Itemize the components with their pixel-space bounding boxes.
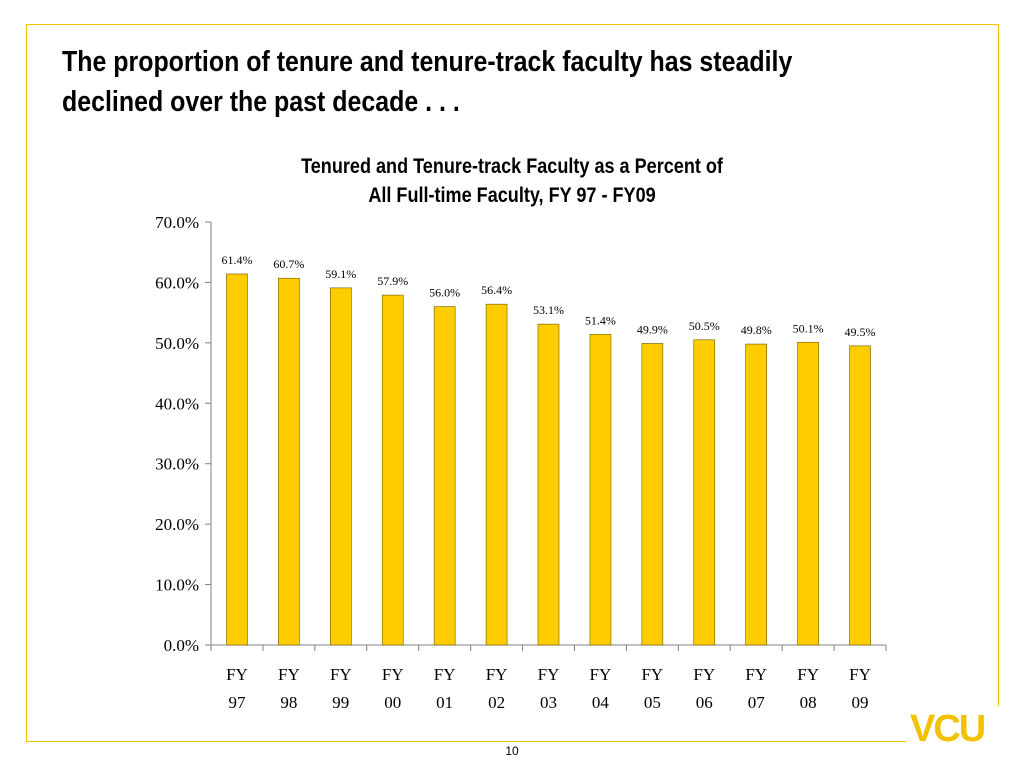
data-label: 56.0% xyxy=(429,286,460,300)
data-label: 53.1% xyxy=(533,303,564,317)
bar xyxy=(693,339,716,646)
x-category-label: FY xyxy=(641,665,663,684)
x-category-label: FY xyxy=(745,665,767,684)
x-category-label: 98 xyxy=(280,693,297,712)
x-category-label: 05 xyxy=(644,693,661,712)
x-category-label: FY xyxy=(382,665,404,684)
y-tick-label: 40.0% xyxy=(155,394,199,413)
data-label: 50.5% xyxy=(689,319,720,333)
x-category-label: FY xyxy=(538,665,560,684)
x-category-label: 02 xyxy=(488,693,505,712)
x-category-label: FY xyxy=(590,665,612,684)
bar xyxy=(745,343,767,646)
y-tick-label: 0.0% xyxy=(164,636,199,655)
slide-title: The proportion of tenure and tenure-trac… xyxy=(62,46,793,118)
chart-title: Tenured and Tenure-track Faculty as a Pe… xyxy=(301,155,723,207)
bar xyxy=(589,334,612,646)
data-label: 56.4% xyxy=(481,283,512,297)
bar xyxy=(797,341,819,646)
x-category-label: 00 xyxy=(384,693,401,712)
x-category-label: FY xyxy=(849,665,871,684)
data-label: 50.1% xyxy=(793,321,824,335)
vcu-logo: VCU xyxy=(906,706,1010,752)
y-tick-label: 30.0% xyxy=(155,455,199,474)
page-number: 10 xyxy=(505,744,519,758)
y-tick-label: 60.0% xyxy=(155,273,199,292)
x-category-label: FY xyxy=(693,665,715,684)
x-category-label: 04 xyxy=(592,693,610,712)
y-tick-label: 10.0% xyxy=(155,576,199,595)
data-label: 59.1% xyxy=(325,267,356,281)
x-category-label: 08 xyxy=(800,693,817,712)
bar xyxy=(381,294,404,646)
x-category-label: 99 xyxy=(332,693,349,712)
bar xyxy=(641,343,664,646)
x-category-label: 07 xyxy=(748,693,766,712)
y-tick-label: 20.0% xyxy=(155,515,199,534)
bar xyxy=(849,345,871,646)
bar xyxy=(278,277,300,646)
bar xyxy=(330,287,352,646)
x-category-label: 01 xyxy=(436,693,453,712)
x-category-label: FY xyxy=(434,665,456,684)
bar xyxy=(433,306,456,646)
x-category-label: FY xyxy=(330,665,352,684)
x-category-label: FY xyxy=(226,665,248,684)
data-label: 49.8% xyxy=(741,323,772,337)
data-label: 57.9% xyxy=(377,274,408,288)
x-category-label: 06 xyxy=(696,693,713,712)
y-tick-label: 70.0% xyxy=(155,213,199,232)
data-label: 49.9% xyxy=(637,322,668,336)
data-label: 60.7% xyxy=(273,257,304,271)
x-category-label: 09 xyxy=(852,693,869,712)
slide-frame xyxy=(26,24,999,742)
x-category-label: FY xyxy=(278,665,300,684)
x-category-label: 97 xyxy=(228,693,246,712)
data-label: 49.5% xyxy=(845,325,876,339)
bar xyxy=(537,323,560,646)
data-label: 51.4% xyxy=(585,313,616,327)
y-tick-label: 50.0% xyxy=(155,334,199,353)
x-category-label: FY xyxy=(797,665,819,684)
x-category-label: FY xyxy=(486,665,508,684)
data-label: 61.4% xyxy=(221,253,252,267)
bar xyxy=(485,303,508,646)
x-category-label: 03 xyxy=(540,693,557,712)
bar xyxy=(226,273,248,646)
